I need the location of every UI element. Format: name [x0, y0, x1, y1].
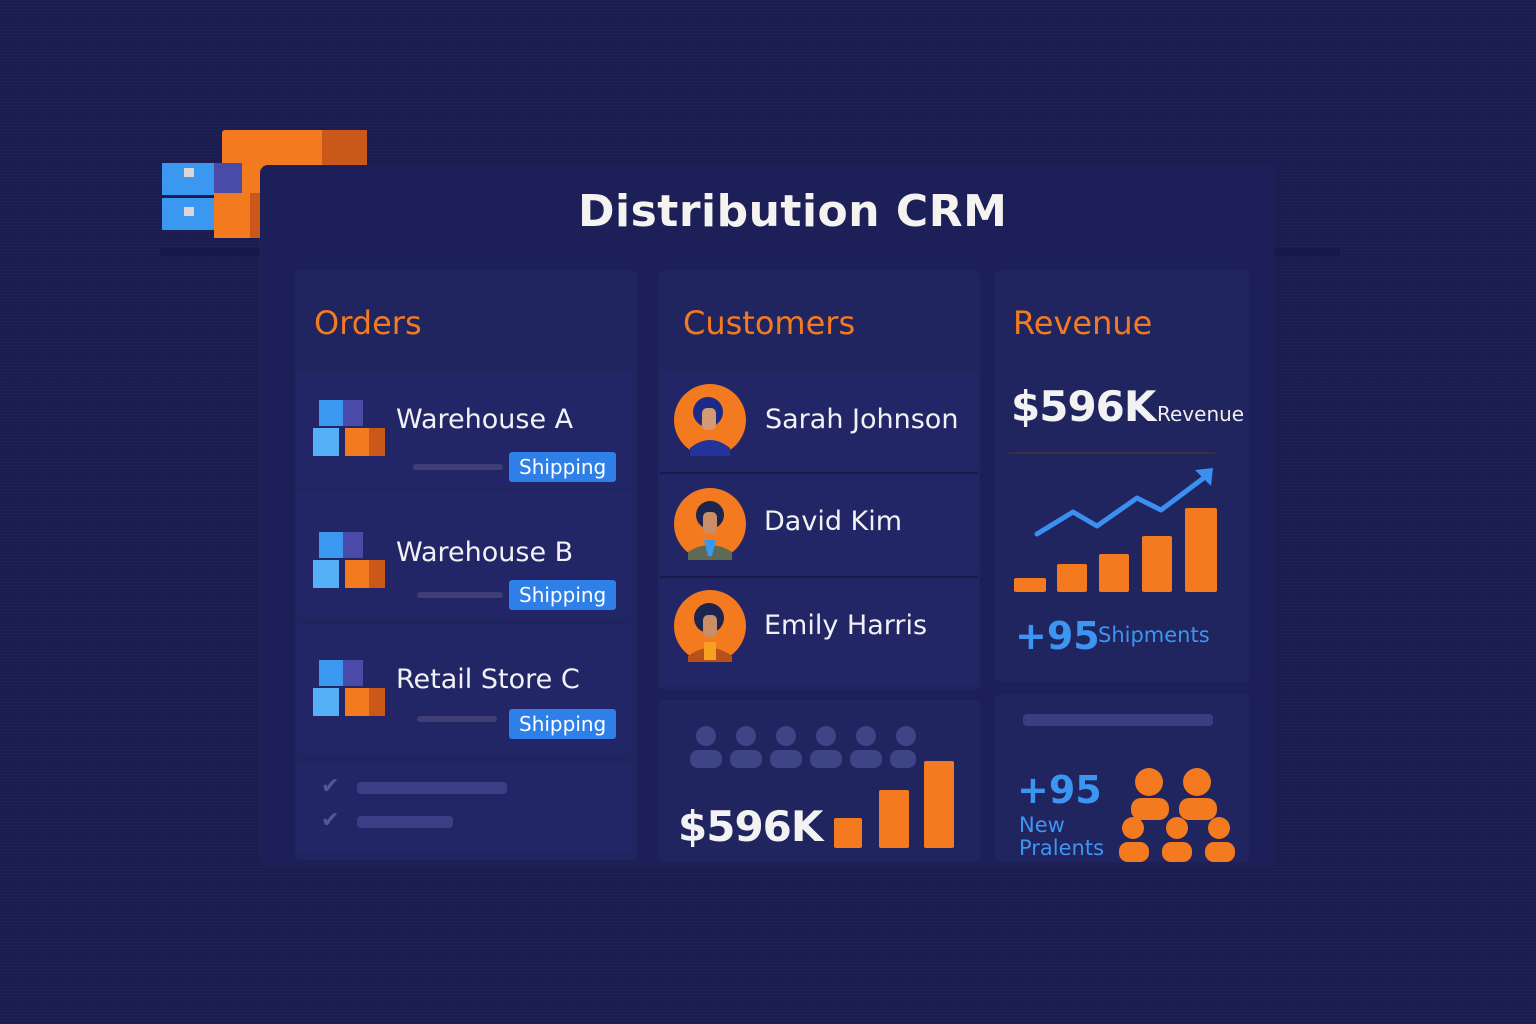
checklist-placeholder: ✔ ✔	[297, 764, 633, 854]
orders-title: Orders	[314, 304, 422, 342]
new-clients-label-line2: Pralents	[1019, 836, 1105, 860]
row-divider	[660, 472, 978, 474]
customer-name: Emily Harris	[764, 610, 928, 641]
status-badge: Shipping	[509, 580, 617, 610]
check-icon: ✔	[321, 808, 340, 833]
customer-summary-card: $596K	[658, 700, 980, 862]
progress-placeholder	[413, 464, 503, 470]
progress-placeholder	[417, 592, 503, 598]
revenue-divider	[1009, 452, 1215, 454]
row-divider	[660, 576, 978, 578]
avatar-icon	[674, 590, 746, 662]
customers-title: Customers	[683, 304, 856, 342]
order-name: Retail Store C	[396, 664, 580, 695]
boxes-icon	[313, 400, 385, 456]
progress-placeholder	[417, 716, 497, 722]
revenue-bar	[1099, 554, 1129, 592]
people-group-icon	[1119, 768, 1235, 862]
people-group-icon	[690, 726, 916, 768]
revenue-bar	[1057, 564, 1087, 592]
summary-bar	[879, 790, 909, 848]
revenue-value: $596K	[1011, 382, 1156, 431]
order-row[interactable]: Warehouse A Shipping	[297, 372, 633, 488]
shipments-value: +95	[1015, 614, 1100, 658]
summary-value: $596K	[678, 802, 823, 851]
placeholder-line	[1023, 714, 1213, 726]
customers-panel: Customers Sarah Johnson David Kim Em	[658, 270, 980, 690]
summary-bar	[834, 818, 862, 848]
customer-name: David Kim	[764, 506, 903, 537]
revenue-bar	[1014, 578, 1046, 592]
status-badge: Shipping	[509, 452, 617, 482]
customer-row[interactable]: Sarah Johnson	[660, 372, 978, 472]
new-clients-value: +95	[1017, 768, 1102, 812]
page-title: Distribution CRM	[578, 186, 1008, 237]
revenue-panel: Revenue $596K Revenue +95 Shipments	[995, 270, 1249, 682]
revenue-trend-chart	[1034, 468, 1213, 537]
avatar-icon	[674, 488, 746, 560]
placeholder-line	[357, 782, 507, 794]
order-row[interactable]: Warehouse B Shipping	[297, 492, 633, 618]
check-icon: ✔	[321, 774, 340, 799]
revenue-label: Revenue	[1157, 402, 1245, 426]
avatar-icon	[674, 384, 746, 456]
status-badge: Shipping	[509, 709, 617, 739]
revenue-bar	[1185, 508, 1217, 592]
customer-name: Sarah Johnson	[765, 404, 959, 435]
boxes-icon	[313, 532, 385, 588]
customer-row[interactable]: Emily Harris	[660, 578, 978, 686]
placeholder-line	[357, 816, 453, 828]
revenue-bar	[1142, 536, 1172, 592]
orders-panel: Orders Warehouse A Shipping Warehouse B …	[295, 270, 637, 860]
boxes-icon	[313, 660, 385, 716]
order-row[interactable]: Retail Store C Shipping	[297, 624, 633, 754]
order-name: Warehouse B	[396, 537, 574, 568]
new-clients-card: +95 New Pralents	[995, 694, 1249, 862]
order-name: Warehouse A	[396, 404, 574, 435]
new-clients-label-line1: New	[1019, 813, 1065, 837]
shipments-label: Shipments	[1098, 623, 1210, 647]
summary-bar	[924, 761, 954, 848]
customer-row[interactable]: David Kim	[660, 474, 978, 576]
revenue-title: Revenue	[1013, 304, 1153, 342]
